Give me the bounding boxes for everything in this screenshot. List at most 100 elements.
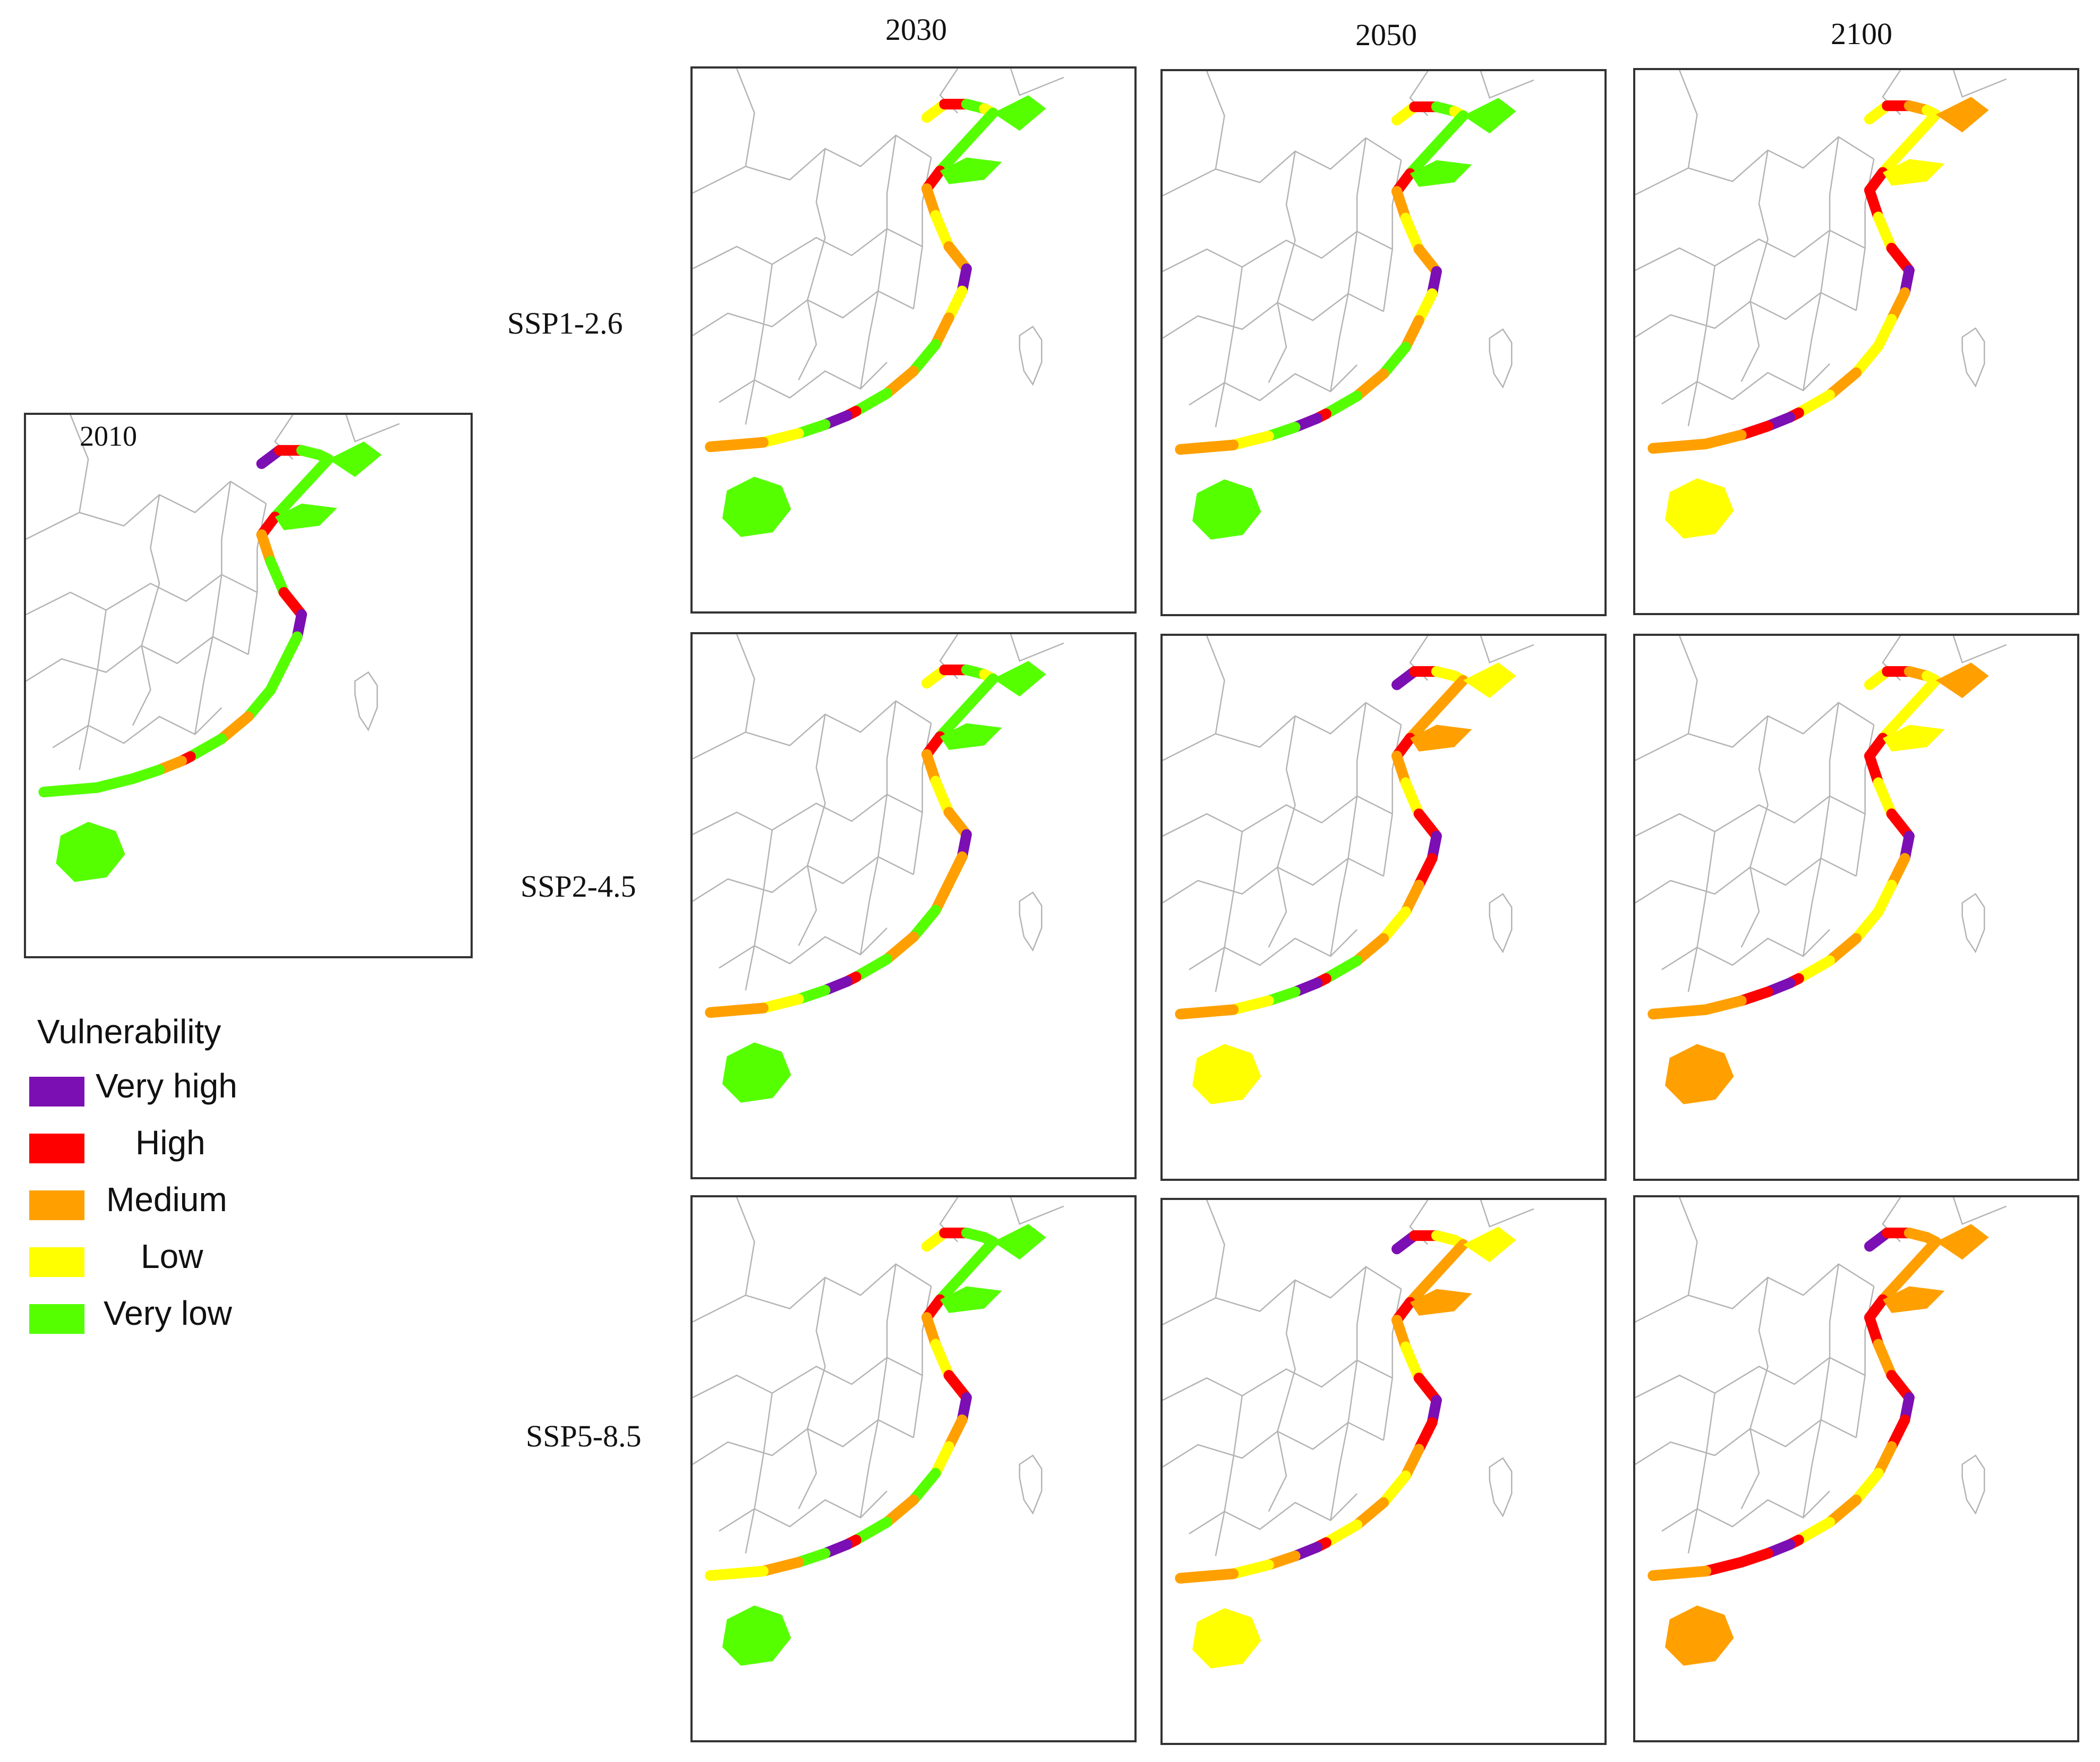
- legend-title: Vulnerability: [37, 1012, 221, 1051]
- coast-segment: [1647, 1565, 1712, 1581]
- province-boundary: [693, 134, 932, 194]
- liaodong-region: [1463, 1227, 1516, 1263]
- province-boundary: [194, 481, 232, 735]
- coast-segment: [243, 684, 276, 722]
- province-boundary: [693, 1419, 914, 1465]
- shandong-region: [940, 157, 1002, 184]
- coast-segment: [1352, 368, 1389, 402]
- province-boundary: [859, 701, 897, 955]
- province-boundary: [1679, 1197, 1698, 1296]
- hainan-island: [1665, 478, 1734, 539]
- shandong-region: [1410, 160, 1472, 187]
- coast-segment: [1352, 1497, 1389, 1530]
- coast-segment: [1404, 675, 1469, 744]
- province-boundary: [1189, 364, 1358, 406]
- province-boundary: [1687, 831, 1715, 992]
- province-boundaries: [1163, 71, 1534, 428]
- province-boundary: [745, 830, 773, 991]
- coast-segment: [1877, 109, 1941, 178]
- coast-segment: [38, 782, 103, 797]
- province-boundary: [719, 361, 887, 403]
- taiwan-outline: [1961, 893, 1985, 954]
- coast-segment: [758, 1556, 804, 1577]
- coast-segment: [930, 210, 954, 252]
- coast-segment: [1400, 777, 1424, 820]
- shandong-region: [1410, 725, 1472, 752]
- province-boundary: [1855, 725, 1875, 876]
- coast-segment: [1873, 211, 1897, 254]
- province-boundary: [1163, 857, 1384, 904]
- province-boundary: [1206, 1200, 1225, 1298]
- taiwan-outline: [1019, 891, 1043, 952]
- legend-swatch: [29, 1247, 84, 1277]
- hainan-island: [722, 1605, 791, 1666]
- province-boundary: [798, 1277, 826, 1509]
- coast-segment: [1320, 390, 1363, 420]
- coast-segment: [1378, 1470, 1411, 1508]
- province-boundary: [693, 794, 923, 836]
- province-boundary: [693, 1263, 932, 1323]
- province-boundary: [1163, 702, 1402, 761]
- hainan-island: [1665, 1044, 1734, 1104]
- province-boundary: [1635, 1263, 1874, 1323]
- province-boundary: [1329, 702, 1367, 957]
- province-boundary: [1855, 1286, 1875, 1438]
- coastal-vulnerability-map: [693, 1197, 1064, 1666]
- coast-segment: [1851, 341, 1884, 378]
- province-boundary: [1635, 1419, 1857, 1465]
- coast-segment: [1175, 1568, 1239, 1584]
- province-boundary: [247, 503, 267, 655]
- coastal-vulnerability-map: [1635, 1197, 2007, 1666]
- coast-segment: [850, 1517, 893, 1546]
- map-panel-ssp2-2100: [1633, 634, 2079, 1181]
- legend-item-very-low: Very low: [29, 1293, 348, 1350]
- coast-segment: [1320, 955, 1363, 984]
- province-boundary: [1163, 1359, 1393, 1401]
- shandong-region: [1882, 159, 1945, 186]
- shandong-region: [940, 723, 1002, 750]
- coast-segment: [1228, 995, 1274, 1015]
- coast-segment: [1793, 389, 1836, 419]
- province-boundary: [1661, 929, 1830, 971]
- coastal-vulnerability-map: [1163, 1200, 1534, 1669]
- province-boundary: [1163, 231, 1393, 273]
- province-boundary: [736, 69, 755, 167]
- coast-segment: [1824, 933, 1862, 966]
- taiwan-outline: [1961, 1454, 1985, 1515]
- province-boundary: [1679, 636, 1698, 734]
- hainan-island: [1192, 1608, 1261, 1669]
- province-boundary: [1163, 1266, 1402, 1325]
- row-label-ssp1: SSP1-2.6: [507, 306, 623, 341]
- coast-segment: [1701, 1556, 1747, 1577]
- coast-segment: [1824, 367, 1862, 401]
- coastal-vulnerability-map: [693, 69, 1064, 537]
- coast-segment: [882, 365, 919, 399]
- row-label-ssp5: SSP5-8.5: [526, 1419, 642, 1453]
- coast-segment: [1877, 1236, 1941, 1305]
- coast-segment: [1793, 955, 1836, 984]
- coast-segment: [1851, 1468, 1884, 1505]
- province-boundary: [132, 495, 160, 726]
- map-panel-ssp5-2030: [690, 1195, 1137, 1742]
- coast-segment: [1793, 1517, 1836, 1546]
- province-boundary: [1635, 292, 1857, 338]
- coast-segment: [758, 993, 804, 1014]
- province-boundary: [1740, 150, 1769, 382]
- province-boundary: [26, 636, 249, 682]
- province-boundary: [1740, 716, 1769, 948]
- province-boundary: [719, 927, 887, 969]
- column-label-2030: 2030: [885, 12, 947, 47]
- liaodong-region: [1935, 662, 1989, 699]
- map-panel-ssp1-2030: [690, 66, 1137, 614]
- coastal-vulnerability-map: [693, 634, 1064, 1103]
- coast-segment: [882, 931, 919, 965]
- province-boundary: [52, 707, 223, 748]
- province-boundary: [719, 1490, 887, 1532]
- liaodong-region: [993, 1224, 1046, 1260]
- legend-item-high: High: [29, 1123, 348, 1180]
- coast-segment: [850, 954, 893, 983]
- coast-segment: [216, 711, 254, 744]
- liaodong-region: [1935, 97, 1989, 133]
- province-boundary: [859, 1264, 897, 1518]
- province-boundary: [1635, 857, 1857, 904]
